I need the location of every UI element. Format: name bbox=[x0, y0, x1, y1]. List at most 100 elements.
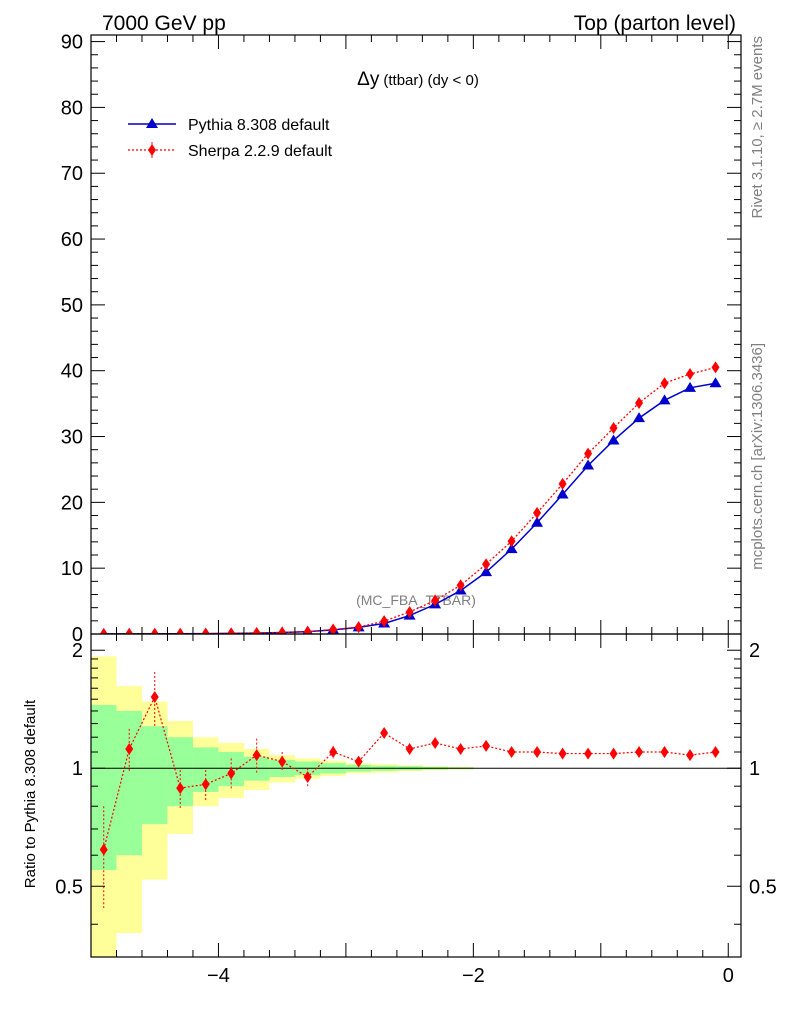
ratio-point bbox=[201, 778, 210, 791]
data-point-sherpa bbox=[329, 623, 338, 634]
source-label: mcplots.cern.ch [arXiv:1306.3436] bbox=[749, 343, 766, 570]
ratio-y-tick-label: 2 bbox=[72, 640, 83, 662]
data-point-sherpa bbox=[635, 396, 644, 409]
data-point-pythia bbox=[531, 516, 544, 527]
ratio-point bbox=[252, 749, 261, 762]
data-point-sherpa bbox=[303, 625, 312, 634]
ratio-point bbox=[431, 736, 440, 749]
legend-label-pythia: Pythia 8.308 default bbox=[188, 117, 330, 134]
data-point-sherpa bbox=[380, 615, 389, 628]
data-point-sherpa bbox=[278, 626, 287, 634]
data-point-sherpa bbox=[431, 594, 440, 607]
ratio-point bbox=[711, 746, 720, 759]
ratio-point bbox=[660, 746, 669, 759]
data-point-sherpa bbox=[686, 367, 695, 380]
data-point-sherpa bbox=[405, 605, 414, 618]
ratio-y-tick-label-right: 1 bbox=[749, 758, 760, 780]
data-point-sherpa bbox=[456, 579, 465, 592]
data-point-sherpa bbox=[584, 447, 593, 460]
ratio-point bbox=[278, 755, 287, 768]
y-tick-label: 90 bbox=[61, 32, 83, 54]
data-point-sherpa bbox=[252, 627, 261, 634]
data-point-pythia bbox=[658, 394, 671, 405]
ratio-y-tick-label: 0.5 bbox=[55, 876, 83, 898]
ratio-point bbox=[584, 747, 593, 760]
rivet-label: Rivet 3.1.10, ≥ 2.7M events bbox=[749, 36, 766, 219]
x-tick-label: −4 bbox=[207, 965, 230, 987]
legend-label-sherpa: Sherpa 2.2.9 default bbox=[188, 143, 333, 160]
ratio-point bbox=[227, 767, 236, 780]
ratio-frame bbox=[90, 633, 742, 958]
data-point-sherpa bbox=[99, 627, 108, 634]
ratio-point bbox=[354, 755, 363, 768]
data-point-sherpa bbox=[176, 627, 185, 634]
data-point-sherpa bbox=[354, 621, 363, 634]
ratio-point bbox=[150, 690, 159, 703]
ratio-point bbox=[482, 739, 491, 752]
y-tick-label: 0 bbox=[72, 624, 83, 646]
ratio-point bbox=[558, 747, 567, 760]
data-point-sherpa bbox=[482, 558, 491, 571]
data-point-sherpa bbox=[558, 477, 567, 490]
data-point-sherpa bbox=[711, 361, 720, 374]
ratio-point bbox=[99, 843, 108, 856]
ratio-point bbox=[125, 742, 134, 755]
legend-entry-pythia: Pythia 8.308 default bbox=[128, 117, 330, 134]
data-point-sherpa bbox=[660, 377, 669, 390]
ratio-y-tick-label: 1 bbox=[72, 758, 83, 780]
data-point-sherpa bbox=[150, 627, 159, 634]
watermark: (MC_FBA_TTBAR) bbox=[356, 592, 476, 608]
data-point-pythia bbox=[480, 566, 493, 577]
legend-marker-sherpa bbox=[148, 144, 156, 156]
x-tick-label: 0 bbox=[723, 965, 734, 987]
ratio-ylabel: Ratio to Pythia 8.308 default bbox=[22, 699, 39, 888]
data-point-sherpa bbox=[227, 627, 236, 634]
y-tick-label: 80 bbox=[61, 97, 83, 119]
legend: Pythia 8.308 default Sherpa 2.2.9 defaul… bbox=[128, 117, 333, 160]
data-point-sherpa bbox=[507, 535, 516, 548]
ratio-point bbox=[635, 746, 644, 759]
y-tick-label: 40 bbox=[61, 361, 83, 383]
ratio-points bbox=[99, 671, 720, 909]
y-tick-label: 70 bbox=[61, 163, 83, 185]
ratio-point bbox=[609, 747, 618, 760]
data-point-sherpa bbox=[125, 627, 134, 634]
ratio-y-tick-label-right: 2 bbox=[749, 640, 760, 662]
data-point-sherpa bbox=[609, 421, 618, 434]
plot-title-sub: (ttbar) (dy < 0) bbox=[383, 72, 478, 89]
ratio-point bbox=[303, 770, 312, 783]
ratio-point bbox=[456, 742, 465, 755]
ratio-point bbox=[405, 742, 414, 755]
legend-entry-sherpa: Sherpa 2.2.9 default bbox=[128, 142, 333, 160]
data-point-pythia bbox=[684, 381, 697, 392]
ratio-point bbox=[176, 782, 185, 795]
legend-marker-pythia bbox=[146, 118, 158, 128]
data-point-pythia bbox=[607, 434, 620, 445]
ratio-point bbox=[380, 726, 389, 739]
y-tick-label: 50 bbox=[61, 295, 83, 317]
data-point-pythia bbox=[582, 459, 595, 470]
ratio-point bbox=[329, 746, 338, 759]
ratio-point bbox=[533, 746, 542, 759]
ratio-point bbox=[507, 746, 516, 759]
y-tick-label: 30 bbox=[61, 427, 83, 449]
ratio-panel: Ratio to Pythia 8.308 default −4 −2 0 0.5 0.… bbox=[22, 633, 777, 987]
header-right: Top (parton level) bbox=[574, 12, 736, 35]
header-left: 7000 GeV pp bbox=[102, 12, 226, 35]
y-tick-label: 20 bbox=[61, 492, 83, 514]
y-tick-label: 60 bbox=[61, 229, 83, 251]
ratio-band-inner bbox=[141, 726, 168, 825]
data-point-pythia bbox=[633, 412, 646, 423]
data-point-pythia bbox=[709, 377, 722, 388]
data-point-sherpa bbox=[201, 627, 210, 634]
ratio-bands bbox=[91, 656, 474, 957]
data-point-pythia bbox=[505, 543, 518, 554]
plot-title: Δy (ttbar) (dy < 0) bbox=[357, 69, 479, 90]
ratio-point bbox=[686, 749, 695, 762]
y-tick-label: 10 bbox=[61, 558, 83, 580]
ratio-y-tick-label-right: 0.5 bbox=[749, 876, 777, 898]
data-point-pythia bbox=[556, 488, 569, 499]
data-point-sherpa bbox=[533, 506, 542, 519]
x-tick-label: −2 bbox=[462, 965, 485, 987]
